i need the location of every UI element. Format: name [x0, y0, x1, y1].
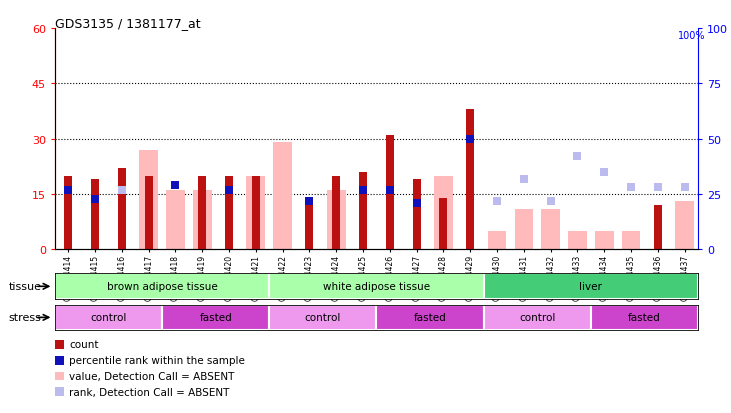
Bar	[64, 176, 72, 250]
Bar	[439, 198, 447, 250]
Text: value, Detection Call = ABSENT: value, Detection Call = ABSENT	[69, 371, 235, 381]
Bar	[327, 191, 346, 250]
Text: tissue: tissue	[9, 282, 42, 292]
Bar	[595, 231, 613, 250]
Bar	[484, 305, 591, 330]
Bar	[306, 198, 314, 250]
Bar	[484, 274, 698, 299]
Bar	[386, 136, 394, 250]
Bar	[139, 150, 158, 250]
Bar	[376, 305, 484, 330]
Text: fasted: fasted	[414, 313, 447, 323]
Bar	[162, 305, 269, 330]
Bar	[621, 231, 640, 250]
Text: fasted: fasted	[628, 313, 661, 323]
Bar	[568, 231, 587, 250]
Bar	[55, 274, 269, 299]
Text: control: control	[90, 313, 126, 323]
Text: rank, Detection Call = ABSENT: rank, Detection Call = ABSENT	[69, 387, 230, 396]
Bar	[193, 191, 212, 250]
Bar	[591, 305, 698, 330]
Text: brown adipose tissue: brown adipose tissue	[107, 282, 217, 292]
Bar	[675, 202, 694, 250]
Bar	[541, 209, 560, 250]
Bar	[332, 176, 340, 250]
Bar	[359, 173, 367, 250]
Bar	[246, 176, 265, 250]
Bar	[166, 191, 185, 250]
Text: 100%: 100%	[678, 31, 705, 41]
Bar	[434, 176, 452, 250]
Text: GDS3135 / 1381177_at: GDS3135 / 1381177_at	[55, 17, 200, 29]
Bar	[269, 305, 376, 330]
Text: fasted: fasted	[200, 313, 232, 323]
Bar	[91, 180, 99, 250]
Text: control: control	[305, 313, 341, 323]
Bar	[488, 231, 507, 250]
Bar	[269, 274, 484, 299]
Text: white adipose tissue: white adipose tissue	[323, 282, 430, 292]
Bar	[412, 180, 421, 250]
Bar	[118, 169, 126, 250]
Bar	[515, 209, 533, 250]
Bar	[273, 143, 292, 250]
Text: control: control	[519, 313, 556, 323]
Bar	[654, 206, 662, 250]
Bar	[225, 176, 233, 250]
Text: percentile rank within the sample: percentile rank within the sample	[69, 355, 246, 365]
Text: liver: liver	[580, 282, 602, 292]
Bar	[198, 176, 206, 250]
Bar	[145, 176, 153, 250]
Bar	[466, 110, 474, 250]
Text: stress: stress	[9, 313, 42, 323]
Bar	[55, 305, 162, 330]
Text: count: count	[69, 339, 99, 349]
Bar	[251, 176, 260, 250]
